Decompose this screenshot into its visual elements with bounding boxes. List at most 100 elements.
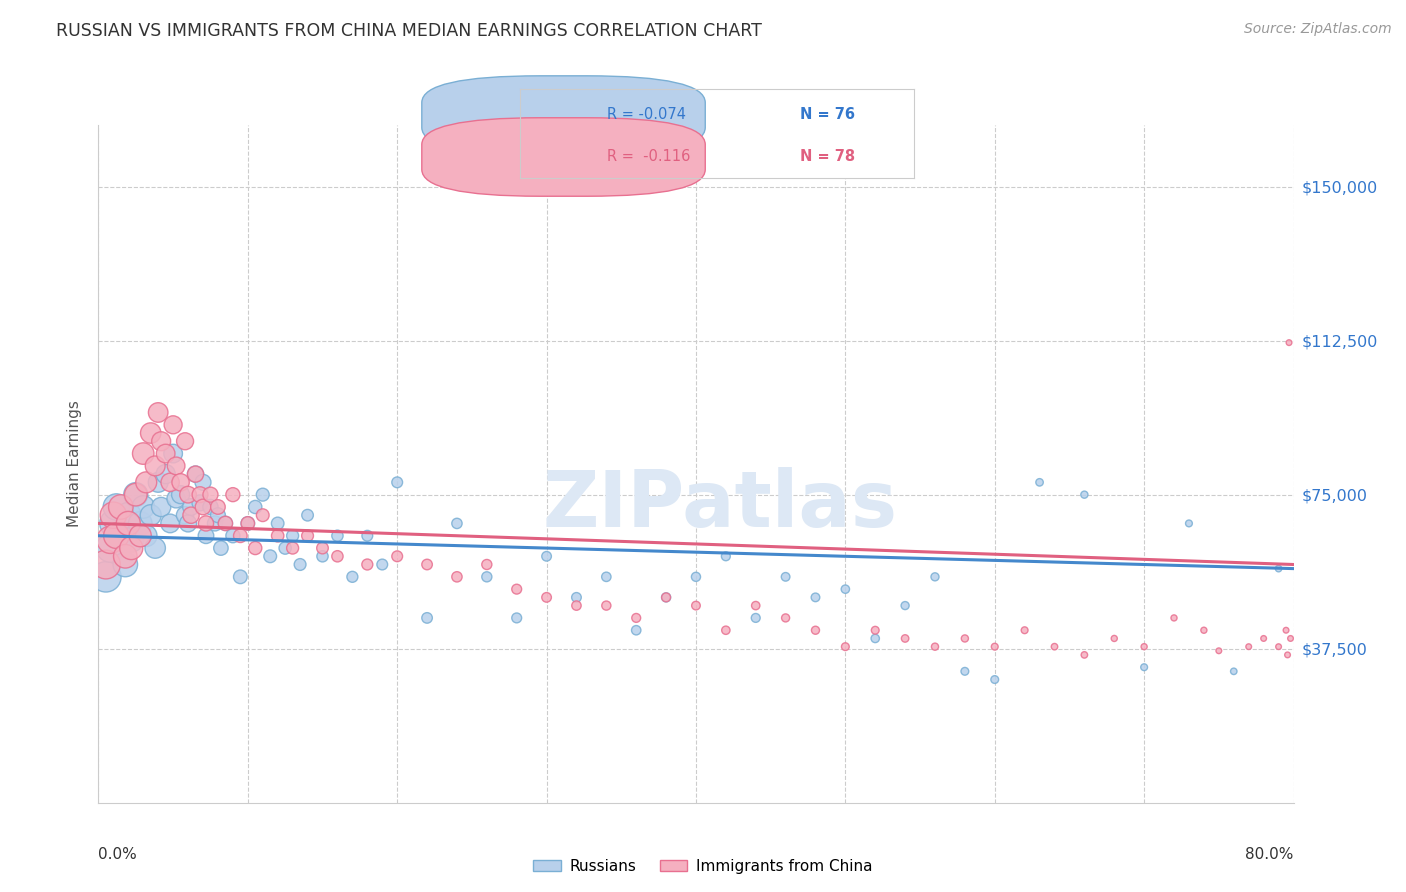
Point [252, 508, 274, 523]
Point [125, 488, 148, 502]
Point [110, 529, 132, 543]
Point [326, 529, 349, 543]
Point [139, 425, 162, 440]
Point [685, 599, 707, 613]
Text: ZIPatlas: ZIPatlas [543, 467, 897, 542]
Point [1267, 561, 1289, 575]
Point [159, 475, 181, 490]
Point [117, 508, 139, 523]
Point [1043, 640, 1066, 654]
Point [1267, 640, 1289, 654]
Point [180, 508, 202, 523]
Point [281, 529, 304, 543]
Point [446, 516, 468, 531]
Point [865, 624, 887, 638]
Point [105, 529, 128, 543]
Point [894, 599, 917, 613]
Point [120, 533, 142, 547]
Point [984, 673, 1007, 687]
Text: 0.0%: 0.0% [98, 847, 138, 862]
Point [125, 488, 148, 502]
Point [1014, 624, 1036, 638]
Text: N = 76: N = 76 [800, 107, 855, 121]
Point [953, 632, 976, 646]
Point [214, 516, 236, 531]
Point [1223, 665, 1246, 679]
Point [1073, 648, 1095, 662]
Point [162, 417, 184, 432]
Point [288, 558, 311, 572]
Point [165, 458, 187, 473]
Point [177, 516, 200, 531]
Legend: Russians, Immigrants from China: Russians, Immigrants from China [527, 853, 879, 880]
Point [311, 549, 333, 564]
Point [924, 640, 946, 654]
Point [297, 508, 319, 523]
Point [159, 516, 181, 531]
Point [565, 599, 588, 613]
Point [1104, 632, 1126, 646]
Point [1133, 660, 1156, 674]
Text: R = -0.074: R = -0.074 [607, 107, 686, 121]
Point [135, 475, 157, 490]
Point [865, 632, 887, 646]
Point [94, 570, 117, 584]
Point [1275, 624, 1298, 638]
Point [135, 529, 157, 543]
Point [188, 488, 211, 502]
Point [506, 582, 529, 596]
Point [222, 488, 245, 502]
Point [180, 500, 202, 514]
Text: 80.0%: 80.0% [1246, 847, 1294, 862]
Point [685, 570, 707, 584]
Point [209, 541, 232, 555]
Point [924, 570, 946, 584]
Point [834, 582, 856, 596]
Point [195, 516, 218, 531]
Point [174, 434, 197, 449]
Point [1028, 475, 1050, 490]
Point [595, 570, 617, 584]
Text: Source: ZipAtlas.com: Source: ZipAtlas.com [1244, 22, 1392, 37]
Point [342, 570, 364, 584]
Point [1208, 644, 1230, 658]
Point [1277, 648, 1299, 662]
Point [155, 467, 177, 482]
Point [626, 611, 648, 625]
Point [775, 611, 797, 625]
Point [222, 529, 245, 543]
Point [1163, 611, 1185, 625]
Point [195, 529, 218, 543]
Point [103, 508, 125, 523]
Point [595, 599, 617, 613]
Point [565, 591, 588, 605]
Point [416, 611, 439, 625]
Point [475, 558, 498, 572]
Point [385, 475, 409, 490]
Point [184, 467, 207, 482]
Point [150, 434, 173, 449]
Point [200, 500, 222, 514]
Point [804, 624, 827, 638]
Point [267, 529, 290, 543]
Point [120, 541, 142, 555]
Point [894, 632, 917, 646]
Point [655, 591, 678, 605]
Point [207, 500, 229, 514]
Point [775, 570, 797, 584]
Point [191, 500, 214, 514]
Point [143, 458, 166, 473]
Point [184, 467, 207, 482]
Point [94, 558, 117, 572]
Point [188, 496, 211, 510]
Point [385, 549, 409, 564]
Point [245, 541, 267, 555]
Point [236, 516, 259, 531]
Point [132, 446, 155, 460]
Point [745, 611, 768, 625]
Point [714, 624, 737, 638]
Point [200, 488, 222, 502]
Point [953, 665, 976, 679]
Point [236, 516, 259, 531]
Point [1192, 624, 1215, 638]
